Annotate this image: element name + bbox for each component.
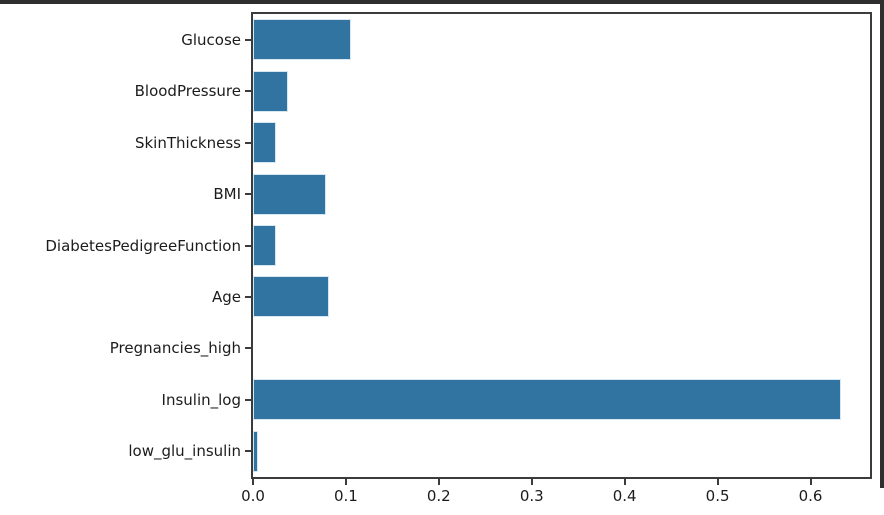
bar-Glucose — [253, 19, 351, 61]
x-tick-label: 0.5 — [705, 487, 730, 505]
y-tick-label: BMI — [213, 185, 241, 204]
x-tick-mark — [252, 479, 254, 485]
x-tick-label: 0.1 — [333, 487, 358, 505]
x-tick-mark — [809, 479, 812, 485]
x-tick-mark — [716, 479, 719, 485]
x-tick-label: 0.3 — [519, 487, 544, 505]
y-tick-label: DiabetesPedigreeFunction — [45, 236, 241, 255]
x-tick-label: 0.0 — [241, 487, 265, 505]
x-tick-label: 0.2 — [426, 487, 451, 505]
y-tick-label: Age — [211, 287, 241, 306]
bar-DiabetesPedigreeFunction — [253, 225, 277, 266]
x-tick-label: 0.4 — [612, 487, 637, 505]
y-tick-mark — [245, 295, 251, 298]
bar-Insulin_log — [253, 379, 842, 421]
y-tick-label: Glucose — [181, 30, 241, 49]
y-tick-mark — [245, 244, 251, 247]
x-tick-mark — [437, 479, 440, 485]
y-tick-label: SkinThickness — [134, 133, 241, 152]
y-tick-mark — [245, 347, 251, 350]
window-border-top — [0, 0, 884, 4]
bar-low_glu_insulin — [253, 430, 258, 472]
x-tick-mark — [623, 479, 626, 485]
x-tick-mark — [344, 479, 347, 485]
axes-frame — [251, 12, 872, 479]
y-tick-label: low_glu_insulin — [128, 442, 241, 461]
plot-area — [253, 14, 870, 477]
y-tick-mark — [245, 90, 251, 93]
y-tick-label: BloodPressure — [134, 82, 241, 101]
bar-BMI — [253, 173, 327, 215]
y-tick-mark — [245, 450, 251, 453]
y-tick-label: Insulin_log — [161, 390, 241, 409]
bar-Age — [253, 276, 330, 318]
y-tick-mark — [245, 193, 251, 196]
y-tick-mark — [245, 398, 251, 401]
x-tick-mark — [530, 479, 533, 485]
y-tick-mark — [245, 141, 251, 144]
y-tick-mark — [245, 38, 251, 41]
x-tick-label: 0.6 — [798, 487, 823, 505]
bar-BloodPressure — [253, 70, 289, 112]
window-border-right — [880, 0, 884, 488]
bar-SkinThickness — [253, 122, 277, 164]
y-tick-label: Pregnancies_high — [109, 339, 241, 358]
